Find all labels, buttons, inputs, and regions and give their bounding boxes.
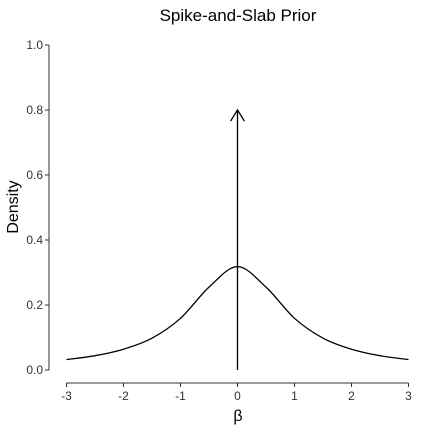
x-tick-label: 2 [348, 389, 355, 403]
y-tick-label: 1.0 [26, 38, 43, 52]
y-axis-label: Density [5, 180, 22, 233]
x-axis-label: β [233, 408, 242, 425]
y-tick-label: 0.0 [26, 363, 43, 377]
x-tick-label: -3 [61, 389, 72, 403]
x-tick-label: -1 [175, 389, 186, 403]
chart-title: Spike-and-Slab Prior [160, 6, 317, 25]
y-tick-label: 0.8 [26, 103, 43, 117]
y-tick-label: 0.6 [26, 168, 43, 182]
y-axis-ticks: 0.0 0.2 0.4 0.6 0.8 1.0 [26, 38, 49, 377]
x-axis-ticks: -3 -2 -1 0 1 2 3 [61, 383, 412, 403]
x-tick-label: -2 [118, 389, 129, 403]
spike-arrowhead [229, 108, 246, 122]
x-tick-label: 1 [291, 389, 298, 403]
x-tick-label: 0 [234, 389, 241, 403]
y-tick-label: 0.4 [26, 233, 43, 247]
x-tick-label: 3 [405, 389, 412, 403]
y-tick-label: 0.2 [26, 298, 43, 312]
